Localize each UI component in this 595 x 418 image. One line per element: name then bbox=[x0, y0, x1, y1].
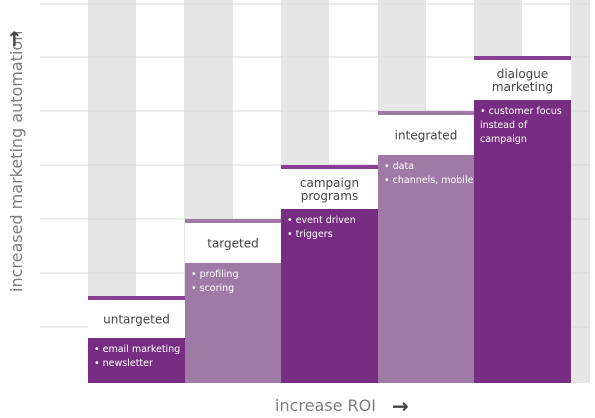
steps: untargeted • email marketing • newsletter t… bbox=[88, 56, 571, 383]
step-0: untargeted • email marketing • newsletter bbox=[88, 296, 185, 383]
step-bullet: • event driven bbox=[287, 215, 356, 226]
step-bullet: • profiling bbox=[191, 269, 238, 280]
step-bullet: campaign bbox=[480, 134, 527, 145]
step-top-strip bbox=[474, 56, 571, 60]
step-label-box bbox=[185, 223, 281, 263]
step-1: targeted • profiling • scoring bbox=[185, 219, 281, 383]
step-body bbox=[88, 338, 185, 383]
y-axis-label: increased marketing automation bbox=[7, 30, 26, 292]
x-axis-label: increase ROI bbox=[275, 396, 376, 415]
step-label-box bbox=[281, 169, 378, 209]
step-title: untargeted bbox=[103, 313, 170, 327]
step-bullet: • scoring bbox=[191, 283, 234, 294]
step-body bbox=[281, 209, 378, 383]
step-bullet: instead of bbox=[480, 120, 528, 131]
step-top-strip bbox=[185, 219, 281, 223]
step-bullet: • triggers bbox=[287, 229, 333, 240]
step-top-strip bbox=[88, 296, 185, 300]
step-title: dialogue bbox=[497, 67, 549, 81]
background-column bbox=[40, 0, 88, 383]
step-bullet: • data bbox=[384, 161, 414, 172]
step-top-strip bbox=[281, 165, 378, 169]
background-column-shaded bbox=[570, 0, 590, 383]
step-top-strip bbox=[378, 111, 474, 115]
step-bullet: • email marketing bbox=[94, 344, 180, 355]
step-3: integrated • data • channels, mobile bbox=[378, 111, 474, 383]
step-title: programs bbox=[301, 189, 358, 203]
step-title: integrated bbox=[395, 129, 458, 143]
step-body bbox=[474, 100, 571, 383]
step-label-box bbox=[474, 60, 571, 100]
step-label-box bbox=[88, 300, 185, 338]
step-bullet: • channels, mobile bbox=[384, 175, 474, 186]
step-title: campaign bbox=[300, 176, 359, 190]
step-label-box bbox=[378, 115, 474, 155]
step-body bbox=[378, 155, 474, 383]
arrow-up-icon: ↑ bbox=[6, 27, 23, 51]
step-bullet: • customer focus bbox=[480, 106, 562, 117]
step-body bbox=[185, 263, 281, 383]
step-bullet: • newsletter bbox=[94, 358, 153, 369]
step-title: marketing bbox=[492, 80, 553, 94]
arrow-right-icon: → bbox=[392, 394, 409, 418]
step-title: targeted bbox=[207, 237, 259, 251]
